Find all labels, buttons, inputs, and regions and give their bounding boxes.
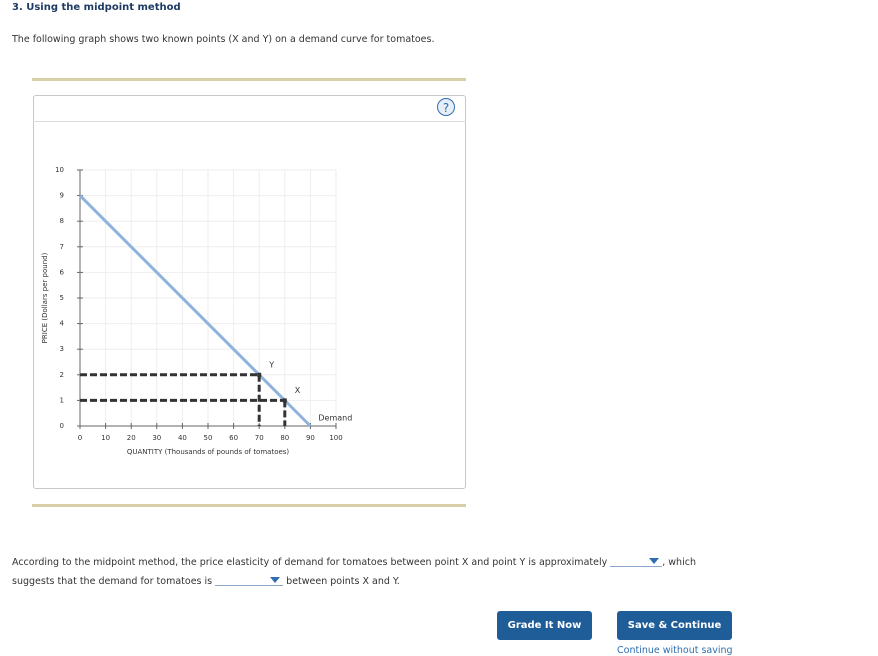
x-tick-label: 80 [280, 434, 289, 442]
y-tick-label: 8 [60, 217, 64, 225]
point-marker [282, 398, 287, 403]
question-line: suggests that the demand for tomatoes is… [12, 574, 400, 587]
x-tick-label: 50 [204, 434, 213, 442]
save-button[interactable]: Save & Continue [617, 611, 732, 640]
elasticity-dropdown[interactable] [610, 555, 663, 567]
question-text: suggests that the demand for tomatoes is [12, 576, 213, 587]
y-axis-label: PRICE (Dollars per pound) [41, 252, 49, 343]
point-label: Y [268, 360, 274, 369]
panel-header-line [33, 121, 466, 122]
intro-text: The following graph shows two known poin… [12, 34, 435, 45]
divider [32, 78, 466, 81]
x-axis-label: QUANTITY (Thousands of pounds of tomatoe… [127, 448, 290, 456]
question-title: 3. Using the midpoint method [12, 2, 181, 13]
y-tick-label: 9 [60, 192, 64, 200]
demand-line [78, 194, 312, 428]
divider [32, 504, 466, 507]
y-tick-label: 4 [60, 320, 65, 328]
x-tick-label: 70 [255, 434, 264, 442]
series-label: Demand [318, 414, 352, 423]
x-tick-label: 20 [127, 434, 136, 442]
x-tick-label: 30 [152, 434, 161, 442]
x-tick-label: 0 [78, 434, 82, 442]
question-text: , which [662, 557, 696, 568]
y-tick-label: 0 [60, 422, 64, 430]
question-text: between points X and Y. [286, 576, 400, 587]
graph-panel [33, 95, 466, 489]
y-tick-label: 10 [55, 166, 64, 174]
demand-type-dropdown[interactable] [215, 574, 284, 586]
grade-button[interactable]: Grade It Now [497, 611, 592, 640]
x-tick-label: 100 [329, 434, 342, 442]
x-tick-label: 60 [229, 434, 238, 442]
x-tick-label: 90 [306, 434, 315, 442]
y-tick-label: 6 [60, 268, 65, 276]
y-tick-label: 5 [60, 294, 64, 302]
continue-link[interactable]: Continue without saving [617, 645, 733, 656]
chart: QUANTITY (Thousands of pounds of tomatoe… [41, 166, 352, 456]
y-tick-label: 1 [60, 396, 64, 404]
y-tick-label: 7 [60, 243, 64, 251]
point-marker [257, 372, 262, 377]
x-tick-label: 10 [101, 434, 110, 442]
y-tick-label: 3 [60, 345, 64, 353]
x-tick-label: 40 [178, 434, 187, 442]
help-button[interactable]: ? [437, 98, 455, 116]
question-text: According to the midpoint method, the pr… [12, 557, 608, 568]
question-line: According to the midpoint method, the pr… [12, 555, 696, 568]
point-label: X [295, 386, 301, 395]
y-tick-label: 2 [60, 371, 64, 379]
